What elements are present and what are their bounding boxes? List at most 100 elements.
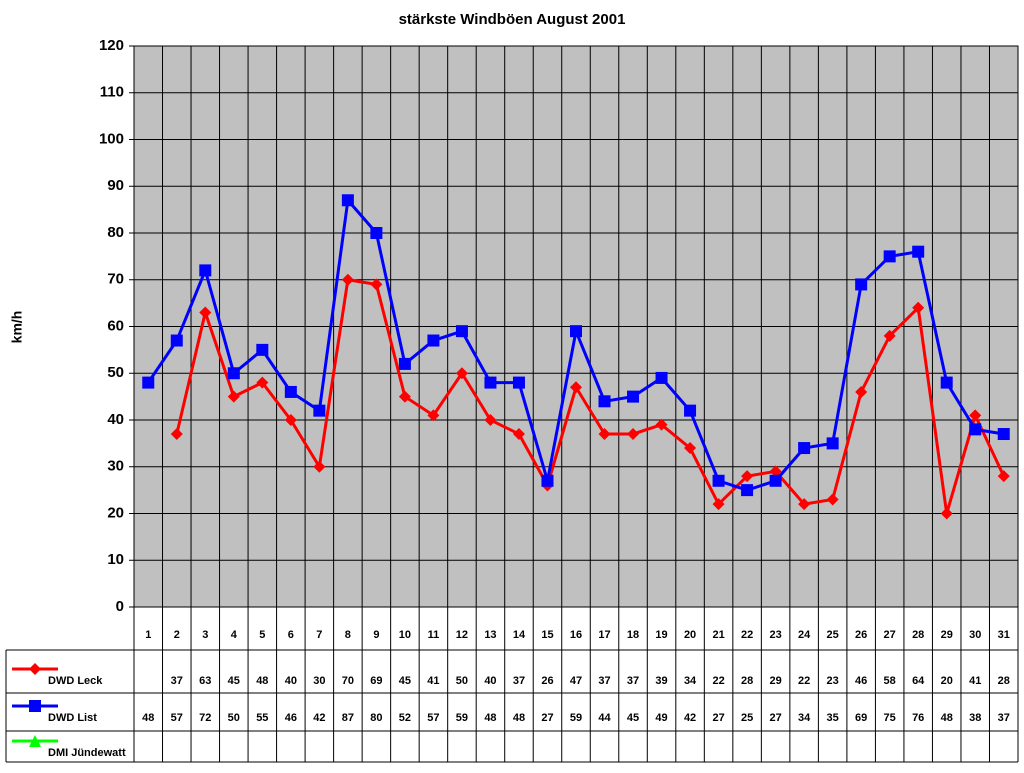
x-tick-label: 12 [456,629,468,641]
x-tick-label: 19 [655,629,667,641]
table-value: 69 [370,675,382,687]
marker [370,227,383,239]
table-value: 76 [912,712,924,724]
table-value: 59 [570,712,582,724]
legend-marker [29,663,41,675]
table-value: 28 [741,675,753,687]
y-tick-label: 100 [99,130,124,147]
table-value: 47 [570,675,582,687]
table-value: 26 [541,675,553,687]
marker [741,470,754,483]
x-tick-label: 26 [855,629,867,641]
marker [427,334,440,347]
marker [170,334,183,347]
x-tick-label: 3 [202,629,208,641]
table-value: 37 [627,675,639,687]
table-value: 50 [228,712,240,724]
marker [883,329,896,342]
x-tick-label: 14 [513,629,526,641]
marker [798,442,811,455]
x-tick-label: 30 [969,629,981,641]
x-tick-label: 31 [998,629,1010,641]
x-tick-label: 7 [316,629,322,641]
x-tick-label: 13 [484,629,496,641]
table-value: 40 [285,675,297,687]
table-value: 72 [199,712,211,724]
x-tick-label: 10 [399,629,411,641]
table-value: 75 [884,712,896,724]
y-tick-label: 30 [107,458,124,475]
table-value: 39 [655,675,667,687]
x-tick-label: 17 [598,629,610,641]
marker [427,409,440,422]
legend-label: DWD Leck [48,675,103,687]
x-tick-label: 2 [174,629,180,641]
marker [712,474,725,487]
table-value: 38 [969,712,981,724]
table-value: 40 [484,675,496,687]
table-value: 49 [655,712,667,724]
table-value: 22 [712,675,724,687]
marker [826,493,839,506]
table-value: 30 [313,675,325,687]
table-value: 46 [855,675,867,687]
marker [655,418,668,431]
y-tick-label: 10 [107,551,124,568]
marker [997,428,1010,441]
marker [940,507,953,520]
x-tick-label: 29 [941,629,953,641]
marker [541,474,554,487]
series-line [175,278,1006,514]
x-tick-label: 24 [798,629,811,641]
y-tick-label: 80 [107,224,124,241]
x-tick-label: 21 [712,629,724,641]
table-value: 34 [798,712,811,724]
marker [969,423,982,436]
y-axis-label: km/h [9,311,25,344]
table-value: 46 [285,712,297,724]
table-value: 44 [598,712,611,724]
x-tick-label: 27 [884,629,896,641]
table-value: 59 [456,712,468,724]
marker [341,273,354,286]
table-value: 35 [827,712,839,724]
table-value: 37 [171,675,183,687]
table-value: 23 [827,675,839,687]
legend-label: DMI Jündewatt [48,747,126,759]
table-value: 42 [684,712,696,724]
table-value: 87 [342,712,354,724]
marker [341,194,354,207]
marker [142,376,155,389]
marker [655,371,668,384]
marker [883,250,896,263]
y-tick-label: 40 [107,411,124,428]
table-value: 63 [199,675,211,687]
marker [455,325,468,338]
table-value: 27 [769,712,781,724]
table-value: 45 [399,675,411,687]
marker [627,390,640,403]
table-value: 70 [342,675,354,687]
x-tick-label: 11 [428,629,440,641]
table-value: 57 [427,712,439,724]
marker [284,385,297,398]
marker [769,465,782,478]
x-tick-label: 9 [373,629,379,641]
table-value: 37 [998,712,1010,724]
y-tick-label: 20 [107,504,124,521]
marker [684,442,697,455]
table-value: 45 [627,712,639,724]
table-value: 41 [427,675,439,687]
marker [256,343,269,356]
marker [512,376,525,389]
legend-marker [29,735,41,747]
y-tick-label: 60 [107,317,124,334]
marker [627,428,640,441]
x-tick-label: 16 [570,629,582,641]
y-tick-label: 70 [107,271,124,288]
x-tick-label: 15 [541,629,553,641]
table-value: 80 [370,712,382,724]
y-tick-label: 0 [116,598,124,615]
table-value: 48 [513,712,525,724]
